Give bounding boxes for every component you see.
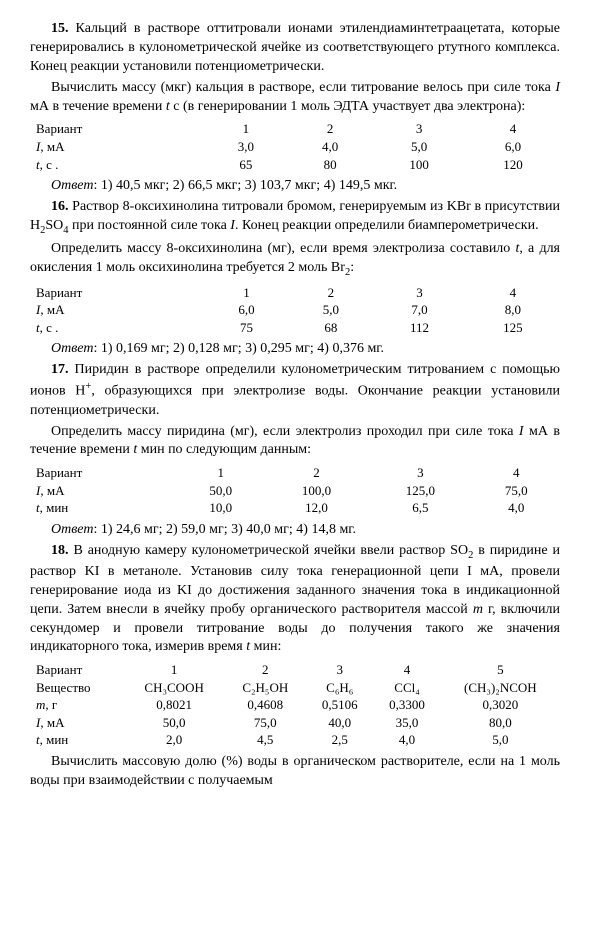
problem-number: 16. — [51, 199, 69, 214]
table-row: Вариант 1 2 3 4 — [30, 464, 560, 482]
problem-18-para1: 18. В анодную камеру кулонометрической я… — [30, 542, 560, 657]
problem-17-answer: Ответ: 1) 24,6 мг; 2) 59,0 мг; 3) 40,0 м… — [30, 521, 560, 540]
table-row: t, с . 65 80 100 120 — [30, 156, 560, 174]
table-row: t, мин 2,0 4,5 2,5 4,0 5,0 — [30, 731, 560, 749]
problem-15-para1: 15. Кальций в растворе оттитровали ионам… — [30, 20, 560, 77]
problem-18-table: Вариант 1 2 3 4 5 Вещество CH₃COOH C₂H₅O… — [30, 661, 560, 749]
table-row: m, г 0,8021 0,4608 0,5106 0,3300 0,3020 — [30, 696, 560, 714]
problem-16-para1: 16. Раствор 8-оксихинолина титровали бро… — [30, 198, 560, 238]
table-row: I, мА 3,0 4,0 5,0 6,0 — [30, 138, 560, 156]
table-row: Вариант 1 2 3 4 — [30, 284, 560, 302]
problem-number: 15. — [51, 21, 69, 36]
table-row: Вещество CH₃COOH C₂H₅OH C₆H₆ CCl₄ (CH₃)₂… — [30, 679, 560, 697]
problem-16-para2: Определить массу 8-оксихинолина (мг), ес… — [30, 240, 560, 280]
table-row: t, с . 75 68 112 125 — [30, 319, 560, 337]
problem-number: 18. — [51, 543, 69, 558]
problem-number: 17. — [51, 362, 69, 377]
table-row: Вариант 1 2 3 4 — [30, 120, 560, 138]
problem-17-para2: Определить массу пиридина (мг), если эле… — [30, 423, 560, 461]
table-row: Вариант 1 2 3 4 5 — [30, 661, 560, 679]
table-row: I, мА 50,0 75,0 40,0 35,0 80,0 — [30, 714, 560, 732]
problem-16-table: Вариант 1 2 3 4 I, мА 6,0 5,0 7,0 8,0 t,… — [30, 284, 560, 337]
problem-15-para2: Вычислить массу (мкг) кальция в растворе… — [30, 79, 560, 117]
problem-15-answer: Ответ: 1) 40,5 мкг; 2) 66,5 мкг; 3) 103,… — [30, 177, 560, 196]
table-row: t, мин 10,0 12,0 6,5 4,0 — [30, 499, 560, 517]
table-row: I, мА 50,0 100,0 125,0 75,0 — [30, 482, 560, 500]
problem-15-table: Вариант 1 2 3 4 I, мА 3,0 4,0 5,0 6,0 t,… — [30, 120, 560, 173]
table-row: I, мА 6,0 5,0 7,0 8,0 — [30, 301, 560, 319]
problem-18-para2: Вычислить массовую долю (%) воды в орган… — [30, 753, 560, 791]
problem-16-answer: Ответ: 1) 0,169 мг; 2) 0,128 мг; 3) 0,29… — [30, 340, 560, 359]
problem-17-para1: 17. Пиридин в растворе определили кулоно… — [30, 361, 560, 420]
problem-17-table: Вариант 1 2 3 4 I, мА 50,0 100,0 125,0 7… — [30, 464, 560, 517]
